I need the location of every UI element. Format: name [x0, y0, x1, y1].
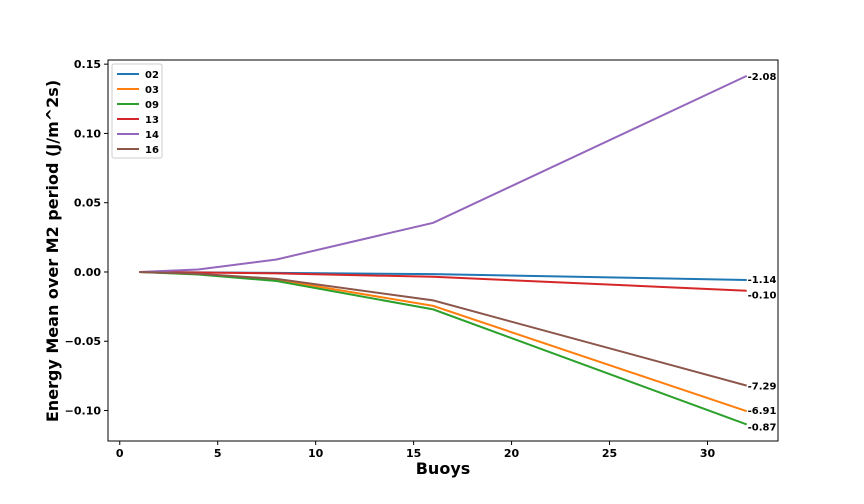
legend-label-03: 03: [145, 85, 159, 96]
x-tick-label: 0: [116, 447, 124, 460]
legend-label-14: 14: [145, 130, 159, 141]
y-axis-title: Energy Mean over M2 period (J/m^2s): [43, 80, 62, 422]
y-tick-label: −0.05: [65, 335, 101, 348]
x-axis-ticks: 0 5 10 15 20 25 30: [116, 441, 716, 460]
y-axis-ticks: −0.10 −0.05 0.00 0.05 0.10 0.15: [65, 58, 108, 418]
x-tick-label: 10: [308, 447, 324, 460]
legend-label-13: 13: [145, 115, 159, 126]
y-tick-label: 0.10: [74, 127, 101, 140]
series-line-09: [139, 271, 748, 426]
x-tick-label: 20: [504, 447, 520, 460]
x-tick-label: 15: [406, 447, 421, 460]
y-tick-label: 0.00: [74, 266, 101, 279]
end-label-16: -7.29: [748, 382, 777, 393]
legend-label-16: 16: [145, 145, 159, 156]
series-line-16: [139, 271, 747, 387]
legend-label-09: 09: [145, 100, 159, 111]
y-tick-label: −0.10: [65, 405, 102, 418]
plot-frame: [107, 59, 779, 442]
y-tick-label: 0.05: [74, 197, 101, 210]
end-labels: -1.14 -6.91 -0.87 -0.10 -2.08 -7.29: [748, 72, 777, 433]
end-label-13: -0.10: [748, 291, 777, 302]
end-label-09: -0.87: [748, 422, 777, 433]
x-axis-title: Buoys: [416, 459, 471, 478]
legend-label-02: 02: [145, 70, 159, 81]
legend: 02 03 09 13 14 16: [111, 63, 163, 159]
end-label-03: -6.91: [748, 406, 777, 417]
y-tick-label: 0.15: [74, 58, 101, 71]
series-line-14: [139, 74, 748, 273]
x-tick-label: 5: [214, 447, 222, 460]
end-label-02: -1.14: [748, 275, 777, 286]
end-label-14: -2.08: [748, 72, 777, 83]
x-tick-label: 30: [700, 447, 716, 460]
series-lines: [139, 74, 748, 426]
x-tick-label: 25: [602, 447, 617, 460]
